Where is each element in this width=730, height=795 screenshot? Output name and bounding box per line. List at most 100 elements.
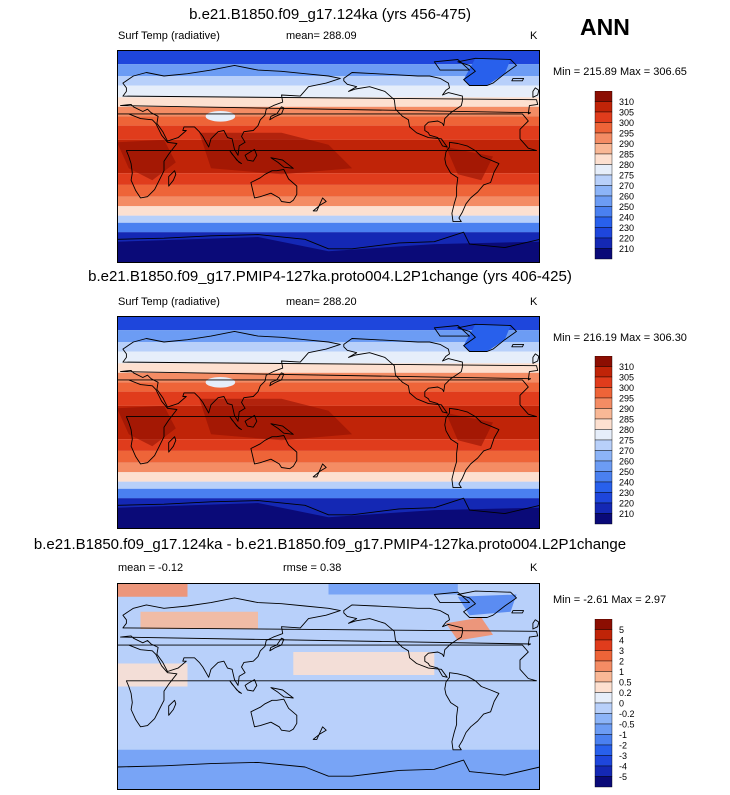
colorbar-swatch	[594, 481, 613, 493]
coastline	[168, 699, 177, 716]
greenland-cold-region	[463, 324, 511, 352]
colorbar-tick-label: 0	[619, 699, 624, 709]
colorbar-tick-label: 300	[619, 383, 634, 393]
temperature-band	[117, 222, 540, 233]
difference-region	[328, 583, 458, 595]
colorbar-tick-label: 280	[619, 160, 634, 170]
colorbar-swatch	[594, 397, 613, 409]
coastline	[244, 414, 258, 428]
colorbar-tick-label: 230	[619, 223, 634, 233]
temperature-band	[117, 116, 540, 126]
coastline	[168, 436, 177, 453]
coastline	[117, 379, 537, 465]
temperature-band	[117, 64, 540, 76]
difference-region	[140, 611, 258, 629]
coastline	[511, 77, 525, 82]
warm-region	[446, 413, 493, 447]
colorbar-swatch	[594, 216, 613, 228]
temperature-band	[117, 316, 540, 331]
colorbar-swatch	[594, 143, 613, 155]
temperature-band	[117, 472, 540, 482]
colorbar-tick-label: 285	[619, 150, 634, 160]
colorbar-swatch	[594, 702, 613, 714]
temperature-band	[117, 351, 540, 364]
temperature-band	[117, 363, 540, 373]
colorbar-tick-label: 290	[619, 404, 634, 414]
colorbar-tick-label: 3	[619, 646, 624, 656]
colorbar-tick-label: -4	[619, 762, 627, 772]
difference-region	[293, 652, 435, 675]
colorbar-tick-label: -0.2	[619, 709, 635, 719]
temperature-band	[117, 372, 540, 383]
colorbar-swatch	[594, 450, 613, 462]
colorbar-tick-label: 210	[619, 244, 634, 254]
colorbar-swatch	[594, 206, 613, 218]
temperature-band	[117, 215, 540, 223]
coastline	[312, 463, 327, 478]
colorbar-tick-label: 250	[619, 467, 634, 477]
panel-2-map	[117, 316, 540, 529]
coastline	[444, 141, 500, 223]
colorbar-tick-label: 260	[619, 192, 634, 202]
temperature-band	[117, 488, 540, 499]
difference-region	[117, 709, 540, 744]
colorbar-swatch	[594, 619, 613, 630]
coastline	[270, 157, 294, 169]
colorbar-tick-label: 300	[619, 118, 634, 128]
colorbar-swatch	[594, 227, 613, 239]
coastline	[250, 435, 298, 470]
colorbar-tick-label: 4	[619, 636, 624, 646]
colorbar-tick-label: 305	[619, 108, 634, 118]
coastline	[433, 325, 470, 337]
coastline	[532, 353, 540, 364]
warm-region	[446, 147, 493, 181]
colorbar-swatch	[594, 681, 613, 693]
colorbar-swatch	[594, 492, 613, 504]
difference-region	[446, 617, 493, 641]
colorbar-swatch	[594, 513, 613, 525]
colorbar-swatch	[594, 755, 613, 767]
antarctica-cold-region	[117, 237, 540, 263]
temperature-band	[117, 382, 540, 392]
coastline	[269, 637, 285, 652]
coastline	[532, 87, 540, 98]
colorbar-tick-label: 270	[619, 446, 634, 456]
temperature-band	[117, 330, 540, 342]
temperature-band	[117, 184, 540, 197]
colorbar-tick-label: 295	[619, 129, 634, 139]
temperature-band	[117, 342, 540, 352]
colorbar-swatch	[594, 639, 613, 651]
map-frame	[117, 50, 540, 263]
temperature-band	[117, 439, 540, 451]
panel-1-map	[117, 50, 540, 263]
coastline	[117, 231, 540, 263]
panel-2-title: b.e21.B1850.f09_g17.PMIP4-127ka.proto004…	[88, 268, 572, 285]
colorbar-swatch	[594, 776, 613, 788]
colorbar-swatch	[594, 174, 613, 186]
colorbar-tick-label: 2	[619, 657, 624, 667]
coastline	[457, 590, 517, 618]
warm-region	[117, 139, 176, 181]
coastline	[457, 57, 517, 86]
temperature-band	[117, 450, 540, 463]
colorbar-tick-label: 0.5	[619, 678, 632, 688]
coastline	[444, 407, 500, 489]
colorbar-tick-label: 210	[619, 509, 634, 519]
coastline	[343, 338, 463, 414]
greenland-cold-region	[463, 58, 511, 86]
coastline	[250, 169, 298, 204]
colorbar-tick-label: 220	[619, 234, 634, 244]
colorbar-swatch	[594, 418, 613, 430]
colorbar-swatch	[594, 460, 613, 472]
colorbar-swatch	[594, 723, 613, 735]
panel-1-colorbar: 3103053002952902852802752702602502402302…	[594, 91, 634, 260]
map-frame	[117, 316, 540, 529]
colorbar-tick-label: 0.2	[619, 688, 632, 698]
panel-1-units: K	[530, 30, 538, 42]
colorbar-swatch	[594, 366, 613, 378]
tibet-cold-region	[205, 377, 236, 388]
coastline	[511, 610, 525, 614]
panel-2-colorbar: 3103053002952902852802752702602502402302…	[594, 356, 634, 525]
coastline	[269, 106, 285, 121]
